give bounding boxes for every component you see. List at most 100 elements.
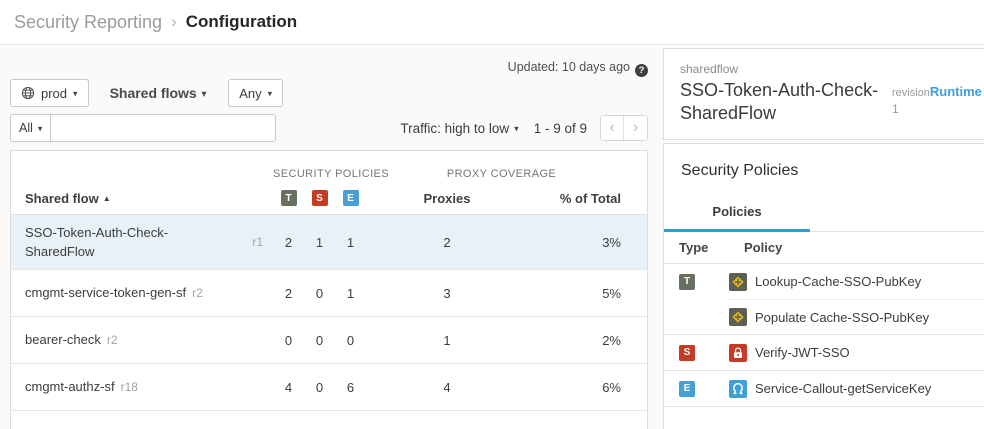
flow-name: bearer-check [25,332,101,348]
cache-policy-icon [729,272,747,291]
pct-total: 2% [602,332,621,348]
security-column-header: S [304,190,335,207]
search-row: All ▾ Traffic: high to low ▾ 1 - 9 of 9 … [10,114,648,142]
flow-name: SSO-Token-Auth-Check-SharedFlow [25,224,169,260]
search-scope-value: All [19,121,33,135]
policy-row[interactable]: Verify-JWT-SSO [729,335,984,370]
breadcrumb-separator: › [171,12,177,31]
policy-row[interactable]: Lookup-Cache-SSO-PubKey [729,264,984,299]
proxies-count: 3 [443,285,451,301]
scope-dropdown[interactable]: Shared flows ▾ [110,85,207,101]
updated-status: Updated: 10 days ago? [10,60,648,77]
policy-name: Populate Cache-SSO-PubKey [755,309,930,325]
globe-icon [21,86,35,100]
policy-name: Service-Callout-getServiceKey [755,381,932,396]
e-count: 0 [346,332,355,348]
flow-name: cmgmt-authz-sf [25,379,115,395]
e-count: 6 [346,379,355,395]
s-count: 0 [315,285,324,301]
content-area: Updated: 10 days ago? prod ▾ Shared flow… [0,46,984,429]
t-count: 2 [284,285,293,301]
pct-total-column-header: % of Total [559,190,621,206]
active-tab-indicator [664,229,810,232]
table-row[interactable]: cmgmt-authz-sf r18 4 0 6 4 6% [11,364,647,411]
environment-value: prod [41,85,68,101]
policy-group-security: S Verify-JWT-SSO [664,335,984,371]
e-count: 1 [346,285,355,301]
pagination-info: 1 - 9 of 9 [533,120,587,136]
help-icon[interactable]: ? [635,64,648,77]
breadcrumb: Security Reporting › Configuration [0,0,984,45]
caret-down-icon: ▾ [514,123,519,133]
proxies-count: 4 [443,379,451,395]
flow-name-cell: SSO-Token-Auth-Check-SharedFlow r1 [25,223,273,262]
traffic-sort-dropdown[interactable]: Traffic: high to low ▾ [400,121,518,136]
table-row[interactable]: bearer-check r2 0 0 0 1 2% [11,317,647,364]
search-scope-dropdown[interactable]: All ▾ [10,114,52,142]
caret-down-icon: ▾ [37,123,43,133]
breadcrumb-parent-link[interactable]: Security Reporting [14,11,163,32]
updated-text: Updated: 10 days ago [507,60,630,74]
table-column-header: Shared flow ▲ T S E Proxies % of Total [11,182,647,215]
detail-title: SSO-Token-Auth-Check-SharedFlow [680,80,879,124]
proxies-count: 1 [443,332,451,348]
policy-name: Verify-JWT-SSO [755,345,850,360]
caret-down-icon: ▾ [201,88,207,98]
search-input[interactable] [50,114,277,142]
detail-kind-label: sharedflow [680,62,739,76]
flow-revision: r1 [252,235,263,249]
s-badge-icon: S [679,344,695,361]
flow-name-cell: bearer-check r2 [25,330,273,350]
proxy-coverage-group-header: PROXY COVERAGE [446,168,557,180]
t-badge-icon: T [280,190,297,207]
detail-header-card: sharedflow SSO-Token-Auth-Check-SharedFl… [663,48,984,140]
proxies-column-header: Proxies [423,190,471,206]
security-policies-group-header: SECURITY POLICIES [273,168,390,180]
policy-row[interactable]: Populate Cache-SSO-PubKey [729,299,984,334]
t-count: 4 [284,379,293,395]
shared-flow-column-header[interactable]: Shared flow ▲ [25,191,273,206]
flow-revision: r18 [120,380,138,394]
chevron-left-icon: ‹ [609,119,615,136]
table-row[interactable]: cmgmt-service-token-gen-sf r2 2 0 1 3 5% [11,270,647,317]
shared-flow-column-label: Shared flow [25,190,99,206]
scope-value: Shared flows [109,85,197,101]
flow-name-cell: cmgmt-service-token-gen-sf r2 [25,283,273,303]
revision-block: revisionRuntime 1 [892,79,982,125]
any-filter-value: Any [239,85,262,101]
s-badge-icon: S [311,190,328,207]
extension-column-header: E [335,190,366,207]
pagination-controls: ‹ › [600,115,648,141]
pct-total: 3% [602,234,621,250]
any-filter-dropdown[interactable]: Any ▾ [228,79,284,107]
revision-value: 1 [892,101,899,116]
security-policies-card: Security Policies Policies Type Policy T [663,143,984,429]
policy-table-header: Type Policy [664,232,984,264]
service-callout-icon [729,379,747,398]
policy-group-traffic: T Lookup-Cache-SSO-PubKey [664,264,984,335]
page-title: Configuration [185,12,298,31]
tab-policies[interactable]: Policies [712,204,762,219]
lock-icon [729,343,747,362]
policy-row[interactable]: Service-Callout-getServiceKey [729,371,984,406]
next-page-button[interactable]: › [624,116,647,140]
s-count: 0 [315,332,324,348]
flow-revision: r2 [106,333,118,347]
policy-type-cell: T [664,264,729,334]
pct-total: 6% [602,379,621,395]
policy-column-header: Policy [744,240,783,255]
e-badge-icon: E [342,190,359,207]
s-count: 0 [315,379,324,395]
filter-bar: prod ▾ Shared flows ▾ Any ▾ [10,79,284,107]
cache-policy-icon [729,308,747,326]
caret-down-icon: ▾ [267,88,273,98]
flow-revision: r2 [192,286,203,300]
previous-page-button[interactable]: ‹ [601,116,624,140]
traffic-mgmt-column-header: T [273,190,304,207]
policy-name: Lookup-Cache-SSO-PubKey [755,274,922,289]
flow-name-cell: cmgmt-authz-sf r18 [25,377,273,397]
table-row[interactable]: SSO-Token-Auth-Check-SharedFlow r1 2 1 1… [11,215,647,270]
environment-dropdown[interactable]: prod ▾ [10,79,89,107]
runtime-link[interactable]: Runtime [929,84,982,99]
flow-name: cmgmt-service-token-gen-sf [25,285,187,301]
